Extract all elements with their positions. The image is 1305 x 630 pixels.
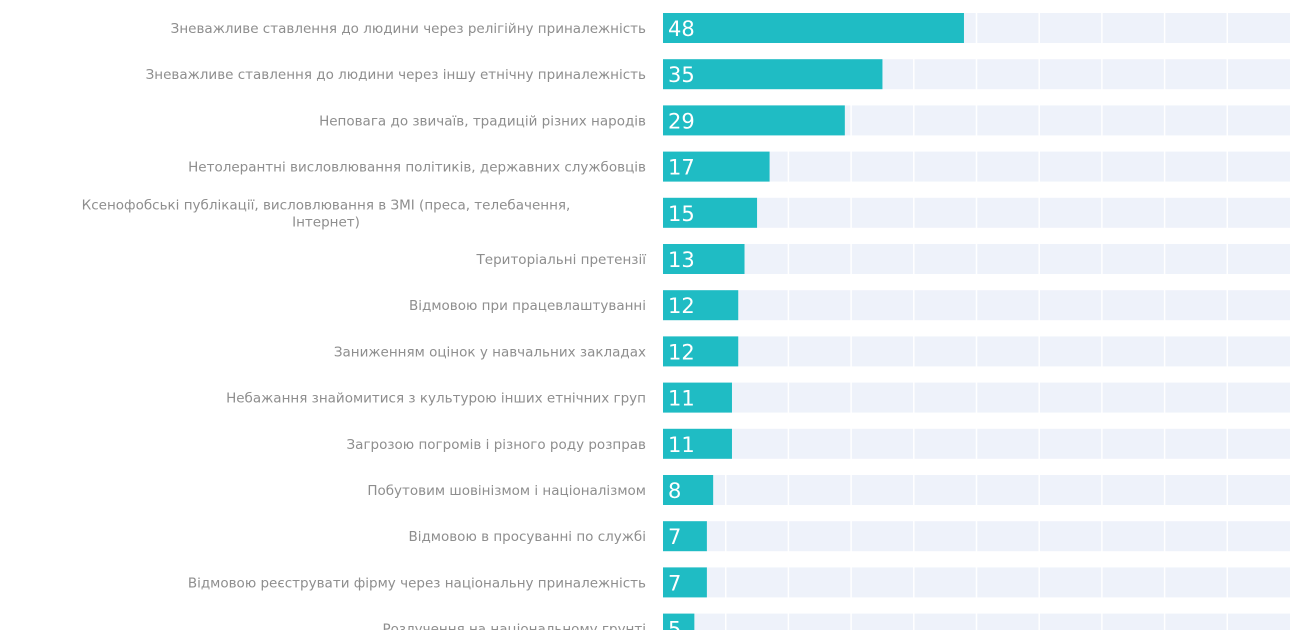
bar bbox=[663, 13, 964, 43]
bar bbox=[663, 613, 695, 630]
bar bbox=[663, 105, 845, 136]
category-label: Зневажливе ставлення до людини через рел… bbox=[171, 21, 646, 37]
bar bbox=[663, 59, 883, 90]
category-label: Небажання знайомитися з культурою інших … bbox=[226, 391, 646, 407]
category-label: Загрозою погромів і різного роду розправ bbox=[347, 437, 647, 453]
value-labels: 48 35 29 17 15 13 12 12 11 11 8 7 7 5 bbox=[668, 17, 695, 630]
bar bbox=[663, 197, 758, 228]
bars bbox=[663, 13, 964, 630]
category-label: Побутовим шовінізмом і націоналізмом bbox=[367, 483, 646, 499]
category-label: Нетолерантні висловлювання політиків, де… bbox=[188, 160, 646, 176]
bar bbox=[663, 290, 739, 321]
data-label: 12 bbox=[668, 340, 695, 364]
data-label: 5 bbox=[668, 618, 681, 630]
bar bbox=[663, 567, 707, 598]
data-label: 11 bbox=[668, 387, 695, 411]
category-label: Територіальні претензії bbox=[476, 252, 647, 268]
category-label: Заниженням оцінок у навчальних закладах bbox=[334, 344, 646, 360]
data-label: 13 bbox=[668, 248, 695, 272]
bar bbox=[663, 475, 714, 505]
bar bbox=[663, 151, 770, 182]
data-label: 15 bbox=[668, 202, 695, 226]
bar bbox=[663, 244, 745, 274]
data-label: 8 bbox=[668, 479, 681, 503]
data-label: 11 bbox=[668, 433, 695, 457]
data-label: 7 bbox=[668, 525, 681, 549]
data-label: 7 bbox=[668, 571, 681, 595]
data-label: 48 bbox=[668, 17, 695, 41]
category-label: Відмовою в просуванні по службі bbox=[408, 529, 646, 545]
data-label: 12 bbox=[668, 294, 695, 318]
bar bbox=[663, 336, 739, 367]
data-label: 17 bbox=[668, 156, 695, 180]
bar bbox=[663, 382, 732, 413]
category-label: Неповага до звичаїв, традицій різних нар… bbox=[319, 113, 646, 129]
category-label: Зневажливе ставлення до людини через інш… bbox=[146, 67, 646, 83]
data-label: 35 bbox=[668, 63, 695, 87]
category-label: Ксенофобські публікації, висловлювання в… bbox=[82, 197, 571, 230]
category-label: Відмовою при працевлаштуванні bbox=[409, 298, 646, 314]
category-label: Розлучення на національному грунті bbox=[382, 622, 646, 630]
category-label: Відмовою реєструвати фірму через націона… bbox=[188, 575, 646, 591]
data-label: 29 bbox=[668, 109, 695, 133]
bar bbox=[663, 428, 732, 459]
bar bbox=[663, 521, 707, 552]
category-labels: Зневажливе ставлення до людини через рел… bbox=[82, 21, 647, 630]
